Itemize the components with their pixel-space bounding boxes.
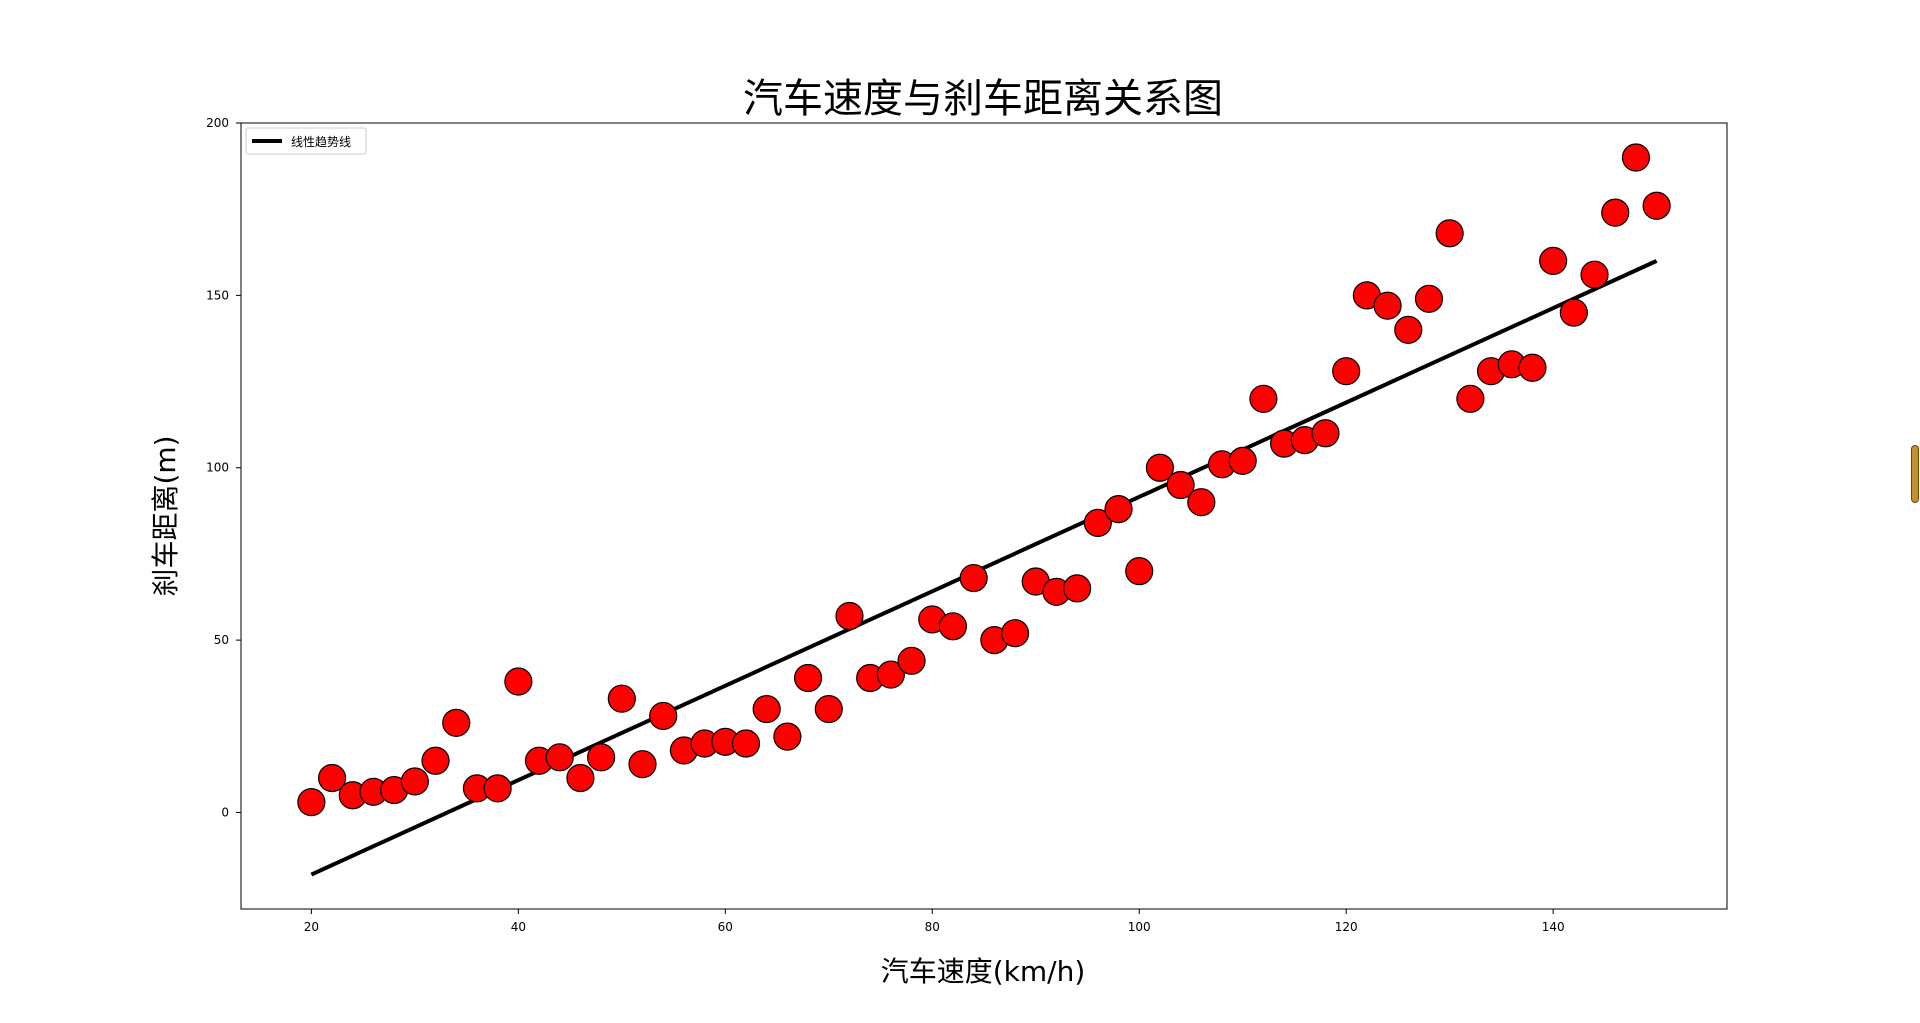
- y-axis-title: 刹车距离(m): [149, 435, 182, 596]
- data-point: [1000, 619, 1030, 648]
- x-tick-label: 20: [304, 920, 319, 934]
- data-point: [628, 750, 657, 779]
- data-point: [1435, 219, 1464, 248]
- data-point: [773, 722, 802, 751]
- data-point: [1187, 488, 1216, 517]
- data-point: [1332, 357, 1361, 386]
- data-point: [876, 660, 905, 689]
- y-axis-ticks: 0 50 100 150 200: [206, 116, 241, 819]
- data-point: [1518, 353, 1547, 382]
- y-tick-label: 100: [206, 461, 229, 475]
- data-point: [1228, 446, 1257, 475]
- data-point: [959, 563, 988, 593]
- x-tick-label: 60: [718, 920, 733, 934]
- chart-title: 汽车速度与刹车距离关系图: [743, 76, 1223, 122]
- data-point: [545, 743, 574, 772]
- data-point: [1373, 291, 1402, 320]
- legend: 线性趋势线: [245, 127, 367, 155]
- data-point: [1394, 315, 1423, 344]
- data-point: [814, 694, 843, 724]
- data-point: [752, 694, 781, 724]
- x-axis-ticks: 20 40 60 80 100 120 140: [304, 909, 1565, 934]
- x-tick-label: 140: [1542, 920, 1565, 934]
- x-tick-label: 40: [511, 920, 526, 934]
- scatter-points-layer: [297, 143, 1671, 817]
- y-tick-label: 200: [206, 116, 229, 130]
- data-point: [1063, 574, 1092, 603]
- data-point: [566, 763, 595, 793]
- data-point: [607, 684, 636, 713]
- data-point: [297, 788, 326, 817]
- data-point: [1621, 143, 1651, 172]
- x-tick-label: 100: [1128, 920, 1151, 934]
- data-point: [1559, 298, 1588, 327]
- data-point: [317, 763, 347, 793]
- legend-box: [245, 127, 367, 155]
- data-point: [504, 667, 533, 696]
- data-point: [835, 601, 864, 631]
- y-tick-label: 150: [206, 288, 229, 302]
- data-point: [1539, 246, 1568, 275]
- data-point: [421, 746, 450, 775]
- data-point: [1580, 260, 1609, 289]
- data-point: [1642, 191, 1671, 220]
- data-point: [1456, 384, 1485, 413]
- y-tick-label: 50: [214, 633, 229, 647]
- data-point: [1166, 470, 1195, 500]
- x-tick-label: 120: [1335, 920, 1358, 934]
- data-point: [1414, 284, 1444, 313]
- data-point: [483, 774, 512, 803]
- data-point: [1311, 419, 1340, 448]
- y-tick-label: 0: [221, 805, 229, 819]
- data-point: [649, 701, 678, 731]
- data-point: [1249, 384, 1278, 413]
- data-point: [1104, 495, 1133, 524]
- x-axis-title: 汽车速度(km/h): [881, 955, 1086, 988]
- data-point: [793, 663, 823, 693]
- data-point: [442, 708, 471, 737]
- data-point: [731, 729, 761, 758]
- data-point: [587, 743, 616, 772]
- x-tick-label: 80: [925, 920, 940, 934]
- data-point: [1145, 453, 1175, 482]
- data-point: [938, 612, 968, 641]
- scrollbar-handle[interactable]: [1911, 445, 1919, 503]
- data-point: [1083, 508, 1112, 537]
- data-point: [1601, 198, 1630, 227]
- legend-label-trend: 线性趋势线: [291, 135, 351, 149]
- data-point: [400, 767, 429, 796]
- data-point: [1125, 557, 1154, 586]
- data-point: [897, 646, 926, 675]
